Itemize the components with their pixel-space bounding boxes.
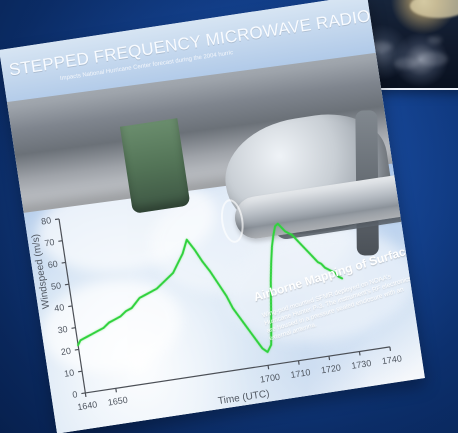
x-tick-label: 1720 (320, 363, 341, 376)
wind-speed-chart: 0 10 20 30 40 50 60 70 80 1640 1650 1700 1710 1720 17… (30, 215, 402, 412)
y-tick-mark (78, 370, 83, 373)
x-tick-mark (84, 392, 87, 397)
y-tick-label: 80 (40, 215, 51, 226)
y-tick-label: 40 (54, 302, 65, 313)
y-tick-mark (61, 261, 66, 264)
x-tick-mark (328, 356, 331, 361)
inset-cloud-patch (394, 58, 418, 69)
x-tick-label: 1700 (259, 372, 280, 385)
y-tick-mark (58, 240, 63, 242)
wind-speed-series-line (77, 222, 344, 354)
y-tick-mark (68, 305, 73, 308)
y-tick-mark (74, 348, 79, 351)
inset-cloud-patch (418, 52, 448, 66)
y-tick-mark (64, 283, 69, 286)
inset-highlight-cloud (410, 0, 458, 18)
y-tick-label: 30 (57, 324, 68, 335)
x-tick-label: 1740 (381, 353, 402, 366)
y-tick-label: 50 (50, 280, 61, 291)
x-tick-mark (358, 351, 361, 356)
x-tick-label: 1650 (107, 395, 128, 408)
y-tick-mark (71, 327, 76, 329)
x-tick-mark (389, 346, 392, 351)
sfmr-poster: STEPPED FREQUENCY MICROWAVE RADIOM Impac… (0, 0, 425, 433)
x-axis-line (85, 346, 390, 394)
x-tick-label: 1730 (351, 358, 372, 371)
x-tick-group: 1640 1650 1700 1710 1720 1730 1740 (77, 346, 402, 412)
x-tick-mark (267, 365, 270, 370)
y-tick-mark (54, 218, 60, 221)
x-tick-label: 1640 (77, 399, 98, 412)
y-tick-mark (81, 392, 86, 395)
inset-cloud-patch (428, 36, 442, 44)
inset-cloud-patch (370, 42, 392, 52)
y-tick-label: 10 (63, 367, 74, 378)
x-tick-mark (115, 388, 117, 393)
y-tick-label: 60 (47, 259, 58, 270)
y-tick-label: 20 (60, 346, 71, 357)
y-tick-group: 0 10 20 30 40 50 60 70 80 (40, 215, 86, 400)
y-tick-label: 70 (44, 237, 55, 248)
x-axis-label: Time (UTC) (217, 389, 270, 408)
x-tick-mark (297, 360, 300, 365)
x-tick-label: 1710 (290, 367, 311, 380)
y-tick-label: 0 (72, 389, 78, 400)
